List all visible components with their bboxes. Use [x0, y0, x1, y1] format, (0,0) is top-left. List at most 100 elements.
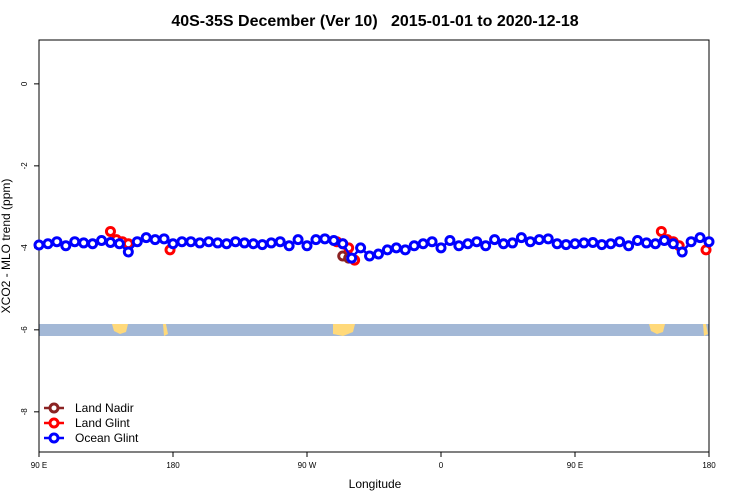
point	[390, 242, 402, 254]
point	[462, 238, 474, 250]
point	[435, 242, 447, 254]
point	[87, 238, 99, 250]
point	[346, 252, 358, 264]
point	[221, 238, 233, 250]
point	[33, 239, 45, 251]
legend-marker	[48, 432, 60, 444]
point	[256, 239, 268, 251]
point	[596, 239, 608, 251]
point	[310, 234, 322, 246]
point	[515, 232, 527, 244]
legend-marker	[48, 402, 60, 414]
x-tick-label: 180	[166, 461, 180, 470]
point	[399, 244, 411, 256]
point	[319, 233, 331, 245]
point	[292, 234, 304, 246]
point	[328, 234, 340, 246]
point	[489, 234, 501, 246]
y-tick-label: 0	[20, 81, 29, 86]
land-shape	[703, 324, 708, 336]
y-tick-label: -6	[20, 326, 29, 334]
point	[42, 238, 54, 250]
point	[140, 232, 152, 244]
point	[203, 236, 215, 248]
point	[426, 236, 438, 248]
point	[301, 240, 313, 252]
point	[506, 237, 518, 249]
point	[158, 233, 170, 245]
point	[69, 236, 81, 248]
point	[632, 234, 644, 246]
point	[417, 238, 429, 250]
x-tick-label: 90 E	[31, 461, 47, 470]
point	[212, 237, 224, 249]
point	[667, 238, 679, 250]
point	[372, 248, 384, 260]
point	[655, 225, 667, 237]
point	[185, 236, 197, 248]
point	[569, 238, 581, 250]
point	[658, 234, 670, 246]
land-shape	[649, 324, 665, 334]
point	[113, 238, 125, 250]
point	[194, 237, 206, 249]
point	[498, 238, 510, 250]
land-shape	[333, 324, 355, 336]
point	[265, 237, 277, 249]
land-shape	[163, 324, 168, 336]
point	[524, 236, 536, 248]
point	[560, 239, 572, 251]
point	[381, 244, 393, 256]
point	[694, 232, 706, 244]
land-shape	[112, 324, 128, 334]
legend-label: Ocean Glint	[75, 431, 139, 445]
point	[542, 233, 554, 245]
point	[614, 236, 626, 248]
point	[649, 238, 661, 250]
chart-title: 40S-35S December (Ver 10) 2015-01-01 to …	[171, 13, 578, 30]
ocean-band	[39, 324, 709, 336]
y-tick-label: -8	[20, 408, 29, 416]
point	[247, 238, 259, 250]
x-tick-label: 90 E	[567, 461, 583, 470]
legend-label: Land Glint	[75, 416, 130, 430]
legend-marker	[48, 417, 60, 429]
point	[78, 237, 90, 249]
point	[104, 225, 116, 237]
point	[131, 236, 143, 248]
point	[60, 240, 72, 252]
point	[51, 236, 63, 248]
point	[551, 238, 563, 250]
point	[408, 240, 420, 252]
point	[623, 240, 635, 252]
point	[471, 236, 483, 248]
point	[122, 246, 134, 258]
point	[640, 237, 652, 249]
point	[685, 236, 697, 248]
y-tick-label: -2	[20, 162, 29, 170]
point	[703, 236, 715, 248]
point	[587, 237, 599, 249]
x-axis-label: Longitude	[349, 477, 402, 491]
point	[605, 238, 617, 250]
point	[149, 234, 161, 246]
point	[274, 236, 286, 248]
point	[104, 237, 116, 249]
legend-label: Land Nadir	[75, 401, 134, 415]
point	[167, 238, 179, 250]
point	[355, 242, 367, 254]
land-strip	[39, 324, 709, 336]
point	[578, 237, 590, 249]
point	[364, 250, 376, 262]
x-tick-label: 180	[702, 461, 716, 470]
point	[238, 237, 250, 249]
x-tick-label: 0	[439, 461, 444, 470]
point	[444, 234, 456, 246]
point	[283, 240, 295, 252]
x-tick-label: 90 W	[298, 461, 317, 470]
point	[533, 234, 545, 246]
point	[480, 240, 492, 252]
y-tick-label: -4	[20, 244, 29, 252]
point	[230, 236, 242, 248]
point	[676, 246, 688, 258]
